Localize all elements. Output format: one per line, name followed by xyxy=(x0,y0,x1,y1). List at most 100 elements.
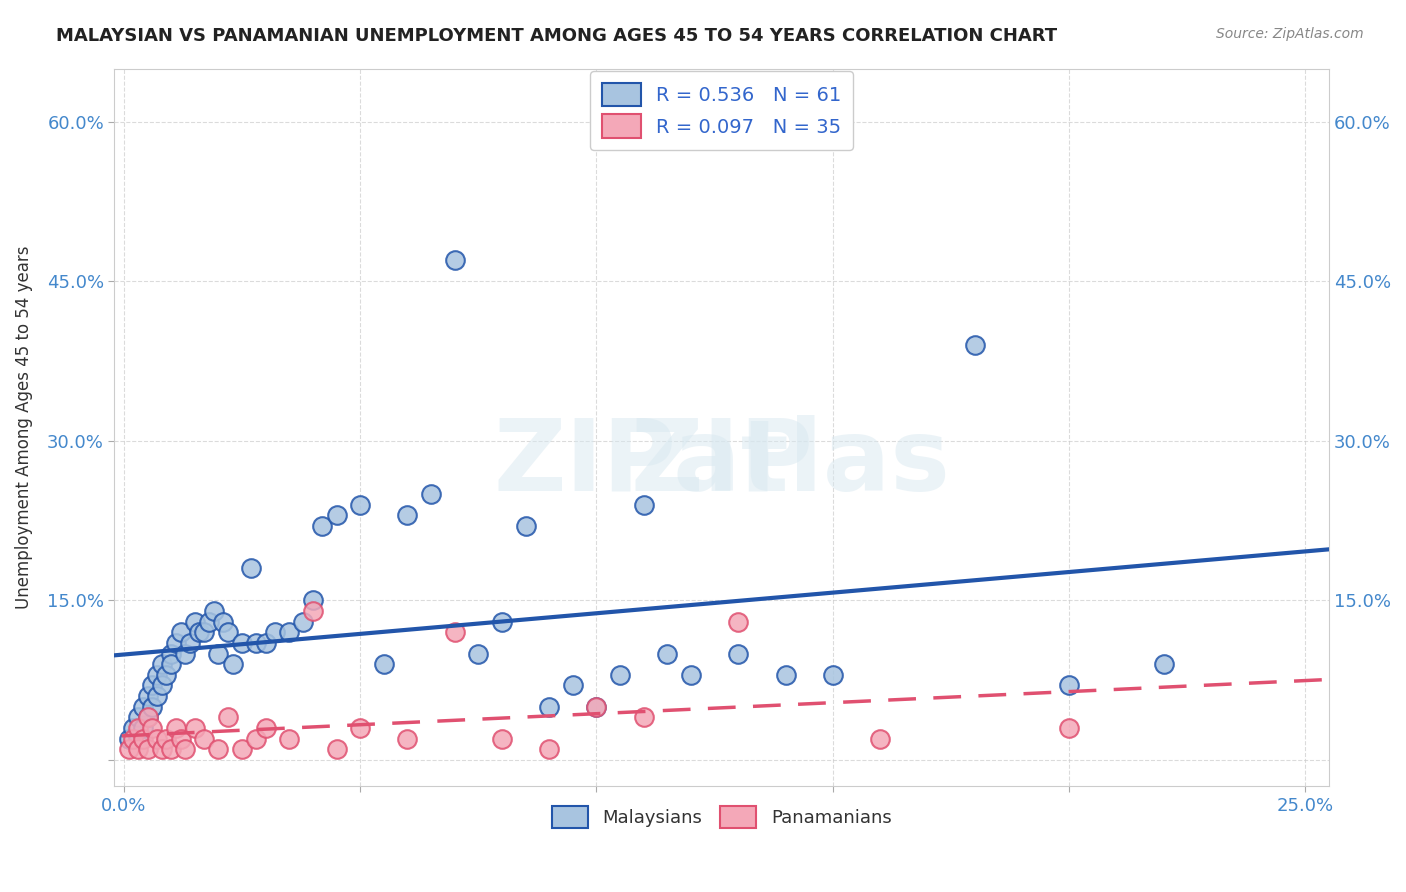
Point xyxy=(132,699,155,714)
Point xyxy=(155,667,177,681)
Point xyxy=(184,615,207,629)
Point xyxy=(821,667,844,681)
Legend: Malaysians, Panamanians: Malaysians, Panamanians xyxy=(544,798,898,835)
Point xyxy=(136,710,159,724)
Point xyxy=(127,721,149,735)
Text: Source: ZipAtlas.com: Source: ZipAtlas.com xyxy=(1216,27,1364,41)
Point xyxy=(775,667,797,681)
Y-axis label: Unemployment Among Ages 45 to 54 years: Unemployment Among Ages 45 to 54 years xyxy=(15,246,32,609)
Point xyxy=(136,710,159,724)
Point xyxy=(179,636,201,650)
Point xyxy=(127,710,149,724)
Point xyxy=(174,742,197,756)
Point xyxy=(146,731,169,746)
Point xyxy=(146,667,169,681)
Point xyxy=(657,647,679,661)
Point xyxy=(1057,678,1080,692)
Point xyxy=(609,667,631,681)
Point xyxy=(396,508,419,523)
Point xyxy=(184,721,207,735)
Point xyxy=(150,657,173,672)
Point xyxy=(160,657,183,672)
Point xyxy=(132,731,155,746)
Point xyxy=(141,678,163,692)
Point xyxy=(245,731,267,746)
Text: ZIPatlas: ZIPatlas xyxy=(494,415,950,512)
Point xyxy=(122,721,145,735)
Point xyxy=(585,699,607,714)
Point xyxy=(1153,657,1175,672)
Point xyxy=(141,699,163,714)
Point xyxy=(585,699,607,714)
Point xyxy=(231,742,253,756)
Point xyxy=(141,721,163,735)
Point xyxy=(117,742,139,756)
Point xyxy=(146,689,169,703)
Point xyxy=(127,731,149,746)
Point xyxy=(136,689,159,703)
Point xyxy=(311,519,333,533)
Point xyxy=(443,252,465,267)
Point xyxy=(254,636,277,650)
Point xyxy=(245,636,267,650)
Point xyxy=(150,678,173,692)
Point xyxy=(302,593,325,607)
Point xyxy=(207,647,229,661)
Point xyxy=(633,498,655,512)
Text: ZIP: ZIP xyxy=(630,415,813,512)
Point xyxy=(727,647,749,661)
Point xyxy=(278,625,301,640)
Point xyxy=(467,647,489,661)
Point xyxy=(193,731,215,746)
Point xyxy=(491,731,513,746)
Point xyxy=(212,615,235,629)
Point xyxy=(420,487,443,501)
Point xyxy=(538,742,561,756)
Point xyxy=(155,731,177,746)
Point xyxy=(515,519,537,533)
Point xyxy=(491,615,513,629)
Point xyxy=(160,647,183,661)
Point xyxy=(169,731,191,746)
Point xyxy=(633,710,655,724)
Point xyxy=(202,604,225,618)
Point xyxy=(127,742,149,756)
Point xyxy=(165,636,187,650)
Point xyxy=(165,721,187,735)
Point xyxy=(278,731,301,746)
Point xyxy=(198,615,221,629)
Point xyxy=(136,742,159,756)
Point xyxy=(207,742,229,756)
Point xyxy=(443,625,465,640)
Point xyxy=(122,731,145,746)
Point xyxy=(561,678,583,692)
Point xyxy=(963,338,986,352)
Point xyxy=(1057,721,1080,735)
Point xyxy=(325,742,347,756)
Point xyxy=(264,625,287,640)
Point xyxy=(231,636,253,650)
Point xyxy=(679,667,702,681)
Point xyxy=(117,731,139,746)
Point xyxy=(169,625,191,640)
Point xyxy=(221,657,243,672)
Point xyxy=(174,647,197,661)
Point xyxy=(349,721,371,735)
Point xyxy=(217,710,239,724)
Point xyxy=(292,615,315,629)
Point xyxy=(254,721,277,735)
Point xyxy=(160,742,183,756)
Point xyxy=(302,604,325,618)
Point xyxy=(193,625,215,640)
Point xyxy=(150,742,173,756)
Point xyxy=(188,625,211,640)
Point xyxy=(240,561,263,575)
Point xyxy=(325,508,347,523)
Point xyxy=(396,731,419,746)
Point xyxy=(373,657,395,672)
Point xyxy=(217,625,239,640)
Point xyxy=(538,699,561,714)
Point xyxy=(132,721,155,735)
Text: MALAYSIAN VS PANAMANIAN UNEMPLOYMENT AMONG AGES 45 TO 54 YEARS CORRELATION CHART: MALAYSIAN VS PANAMANIAN UNEMPLOYMENT AMO… xyxy=(56,27,1057,45)
Point xyxy=(869,731,891,746)
